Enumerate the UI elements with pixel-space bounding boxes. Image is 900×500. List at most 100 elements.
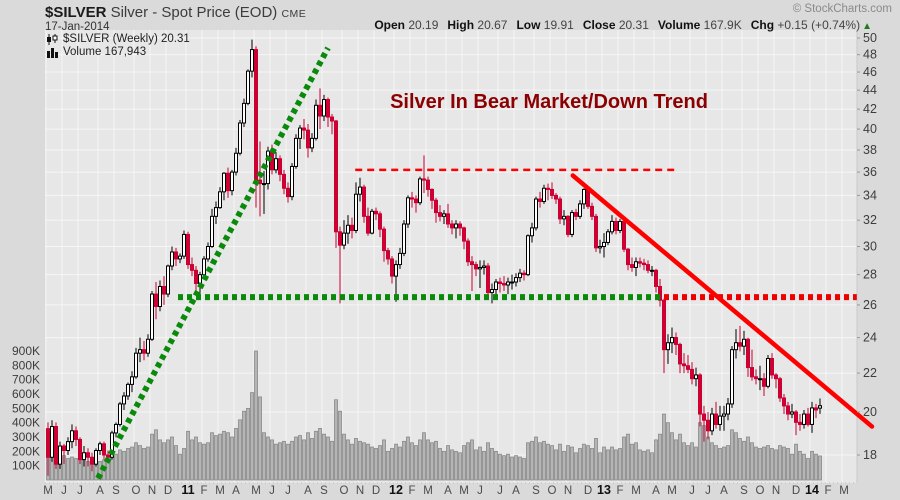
x-month-label: A — [96, 485, 104, 497]
volume-bar — [430, 442, 434, 481]
volume-bar — [266, 436, 270, 481]
candle-body — [726, 403, 730, 415]
candle-body — [158, 285, 162, 307]
candle-body — [618, 220, 622, 231]
volume-tick-label: 700K — [12, 373, 40, 387]
volume-bar — [414, 445, 418, 481]
candle-body — [758, 378, 762, 381]
volume-bar — [742, 440, 746, 481]
chart-header: $SILVER Silver - Spot Price (EOD) CME — [45, 4, 306, 21]
axis-labels: 18 20 22 24 26 28 30 32 34 36 38 40 42 44 46 48 50 100K20… — [12, 31, 877, 497]
x-month-label: M — [459, 485, 469, 497]
volume-bar — [710, 442, 714, 481]
volume-bar — [498, 453, 502, 481]
volume-bar — [298, 435, 302, 481]
volume-bar — [490, 448, 494, 481]
candle-body — [622, 220, 626, 250]
candle-body — [326, 99, 330, 118]
x-month-label: S — [320, 485, 328, 497]
price-tick-label: 34 — [863, 188, 877, 202]
candle-body — [566, 215, 570, 235]
volume-tick-label: 600K — [12, 387, 40, 401]
volume-bar — [634, 442, 638, 481]
candle-body — [150, 293, 154, 340]
candle-body — [682, 363, 686, 367]
candle-body — [310, 137, 314, 149]
candle-body — [318, 104, 322, 117]
volume-bar — [214, 435, 218, 481]
quote-value: 20.67 — [474, 18, 508, 32]
volume-bar — [130, 446, 134, 481]
volume-bar — [370, 446, 374, 481]
candle-body — [398, 252, 402, 266]
candle-body — [98, 443, 102, 451]
candle-body — [178, 255, 182, 260]
volume-bar — [218, 433, 222, 481]
volume-bar — [574, 452, 578, 481]
candle-body — [634, 261, 638, 268]
candle-body — [434, 199, 438, 214]
candle-body — [638, 261, 642, 264]
quote-value: 167.9K — [700, 18, 742, 32]
candle-body — [650, 269, 654, 272]
volume-bar — [174, 445, 178, 481]
candle-body — [686, 365, 690, 370]
volume-bar — [350, 443, 354, 481]
candle-body — [78, 438, 82, 461]
candle-body — [190, 264, 194, 271]
x-month-label: S — [532, 485, 540, 497]
price-tick-label: 22 — [863, 366, 877, 380]
candle-body — [130, 376, 134, 385]
candle-body — [698, 374, 702, 415]
x-month-label: N — [356, 485, 364, 497]
volume-bar — [550, 445, 554, 481]
candle-body — [798, 421, 802, 425]
volume-bar — [650, 452, 654, 481]
x-month-label: M — [215, 485, 225, 497]
candle-body — [706, 419, 710, 432]
candle-body — [126, 383, 130, 397]
x-month-label: A — [652, 485, 660, 497]
volume-bar — [762, 446, 766, 481]
x-month-label: O — [132, 485, 141, 497]
volume-bar — [514, 455, 518, 481]
candle-body — [542, 187, 546, 202]
volume-bar — [478, 446, 482, 481]
candle-body — [674, 337, 678, 345]
volume-bar — [730, 429, 734, 481]
x-year-label: 12 — [389, 483, 403, 497]
candle-body — [182, 233, 186, 257]
volume-bar — [630, 443, 634, 481]
volume-bar — [342, 433, 346, 481]
candle-body — [66, 441, 70, 451]
volume-bar — [466, 442, 470, 481]
volume-bar — [438, 448, 442, 481]
volume-bar — [238, 419, 242, 481]
x-month-label: A — [304, 485, 312, 497]
volume-bar — [694, 446, 698, 481]
candle-body — [754, 376, 758, 380]
candle-body — [670, 337, 674, 344]
candle-body — [438, 212, 442, 217]
candle-body — [766, 358, 770, 387]
x-month-label: F — [824, 485, 831, 497]
candle-body — [690, 368, 694, 380]
volume-bar — [454, 450, 458, 481]
volume-bar — [610, 446, 614, 481]
x-month-label: O — [340, 485, 349, 497]
volume-bar — [658, 433, 662, 481]
candle-body — [442, 213, 446, 217]
candle-body — [478, 266, 482, 270]
x-month-label: J — [705, 485, 711, 497]
legend-volume-row: Volume 167,943 — [46, 46, 190, 59]
volume-bar — [558, 443, 562, 481]
volume-bar — [642, 450, 646, 481]
green-uptrend-diagonal — [95, 46, 331, 480]
volume-bar — [734, 432, 738, 481]
candle-body — [166, 265, 170, 295]
volume-bar — [666, 422, 670, 481]
candle-body — [46, 428, 50, 458]
volume-bar — [606, 449, 610, 481]
volume-bar — [426, 439, 430, 481]
volume-bar — [222, 430, 226, 481]
